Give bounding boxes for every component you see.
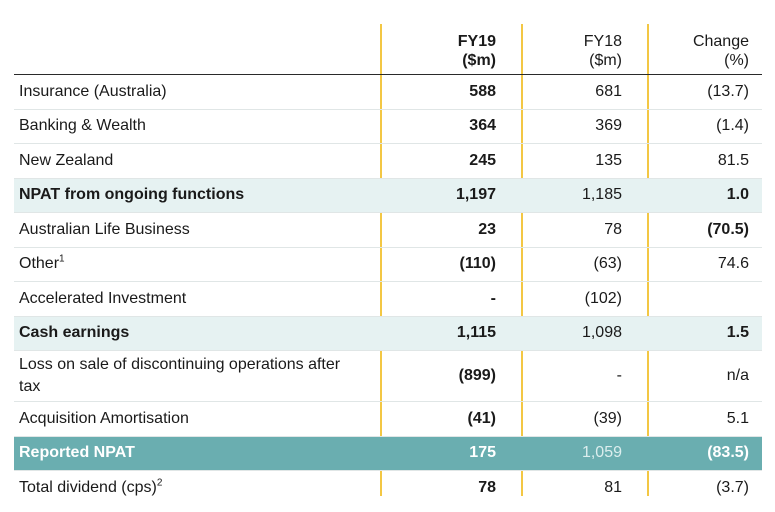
fy18-column-line [521, 24, 523, 496]
fy19-value: - [490, 289, 496, 307]
fy18-value: 1,185 [581, 186, 622, 204]
financial-table: FY19 ($m) FY18 ($m) Change (%) Insurance… [14, 24, 762, 505]
fy19-value: 245 [469, 151, 496, 169]
fy19-value: 1,197 [455, 186, 496, 204]
change-value: 1.5 [726, 324, 749, 342]
row-label: NPAT from ongoing functions [19, 186, 245, 204]
row-label: Banking & Wealth [19, 117, 146, 135]
fy19-column-line [380, 24, 382, 496]
row-label: Total dividend (cps)2 [19, 477, 364, 499]
row-label-text: Other [19, 255, 60, 273]
change-value: 81.5 [717, 151, 749, 169]
fy19-value: 1,115 [456, 324, 496, 342]
fy19-value: (899) [458, 367, 496, 384]
row-loss-on-sale: Loss on sale of discontinuing operations… [14, 351, 762, 402]
header-change-unit: (%) [724, 52, 749, 69]
row-cash-earnings: Cash earnings 1,115 1,098 1.5 [14, 316, 762, 351]
row-label: Accelerated Investment [19, 289, 187, 307]
row-label: Reported NPAT [19, 444, 135, 462]
row-banking-wealth: Banking & Wealth 364 369 (1.4) [14, 110, 762, 144]
fy19-value: (41) [467, 409, 496, 427]
row-australian-life: Australian Life Business 23 78 (70.5) [14, 213, 762, 248]
fy18-value: 369 [595, 117, 622, 135]
fy18-value: (63) [593, 255, 622, 273]
row-total-dividend: Total dividend (cps)2 78 81 (3.7) [14, 471, 762, 505]
header-change: Change (%) [649, 32, 749, 70]
fy18-value: (39) [593, 409, 622, 427]
change-value: (13.7) [707, 82, 749, 100]
fy18-value: 1,059 [581, 444, 622, 462]
fy18-value: 135 [595, 151, 622, 169]
fy18-value: - [616, 367, 622, 384]
row-label: Australian Life Business [19, 220, 190, 238]
change-column-line [647, 24, 649, 496]
header-fy18-unit: ($m) [589, 52, 622, 69]
fy19-value: 78 [478, 478, 496, 496]
header-fy19: FY19 ($m) [396, 32, 496, 70]
table-header: FY19 ($m) FY18 ($m) Change (%) [14, 24, 762, 75]
change-value: (1.4) [716, 117, 749, 135]
row-npat-ongoing: NPAT from ongoing functions 1,197 1,185 … [14, 178, 762, 213]
header-fy19-label: FY19 [457, 33, 496, 50]
fy18-value: 681 [595, 82, 622, 100]
change-value: n/a [726, 367, 749, 384]
fy18-value: 81 [604, 478, 622, 496]
fy19-value: 23 [478, 220, 496, 238]
row-label: Other1 [19, 253, 364, 275]
row-label: Acquisition Amortisation [19, 409, 189, 427]
change-value: 5.1 [726, 409, 749, 427]
header-change-label: Change [692, 33, 749, 50]
row-label: Cash earnings [19, 324, 130, 342]
row-label: Insurance (Australia) [19, 82, 167, 100]
change-value: 74.6 [717, 255, 749, 273]
row-label: New Zealand [19, 151, 114, 169]
row-new-zealand: New Zealand 245 135 81.5 [14, 144, 762, 179]
row-label-text: Total dividend (cps) [19, 478, 157, 496]
fy18-value: 78 [604, 220, 622, 238]
fy18-value: (102) [584, 289, 622, 307]
row-label: Loss on sale of discontinuing operations… [19, 356, 341, 395]
row-insurance-australia: Insurance (Australia) 588 681 (13.7) [14, 75, 762, 110]
row-acquisition-amortisation: Acquisition Amortisation (41) (39) 5.1 [14, 402, 762, 437]
change-value: (83.5) [707, 444, 749, 462]
change-value: (70.5) [707, 220, 749, 238]
row-accelerated-investment: Accelerated Investment - (102) [14, 282, 762, 317]
change-value: 1.0 [726, 186, 749, 204]
footnote-marker: 1 [59, 253, 65, 265]
row-other: Other1 (110) (63) 74.6 [14, 248, 762, 282]
change-value: (3.7) [716, 478, 749, 496]
fy18-value: 1,098 [581, 324, 622, 342]
header-fy19-unit: ($m) [462, 52, 496, 69]
fy19-value: 175 [469, 444, 496, 462]
row-reported-npat: Reported NPAT 175 1,059 (83.5) [14, 436, 762, 471]
fy19-value: (110) [459, 255, 496, 273]
footnote-marker: 2 [156, 477, 163, 489]
header-fy18-label: FY18 [583, 33, 622, 50]
header-fy18: FY18 ($m) [522, 32, 622, 70]
fy19-value: 588 [469, 82, 496, 100]
fy19-value: 364 [469, 117, 496, 135]
